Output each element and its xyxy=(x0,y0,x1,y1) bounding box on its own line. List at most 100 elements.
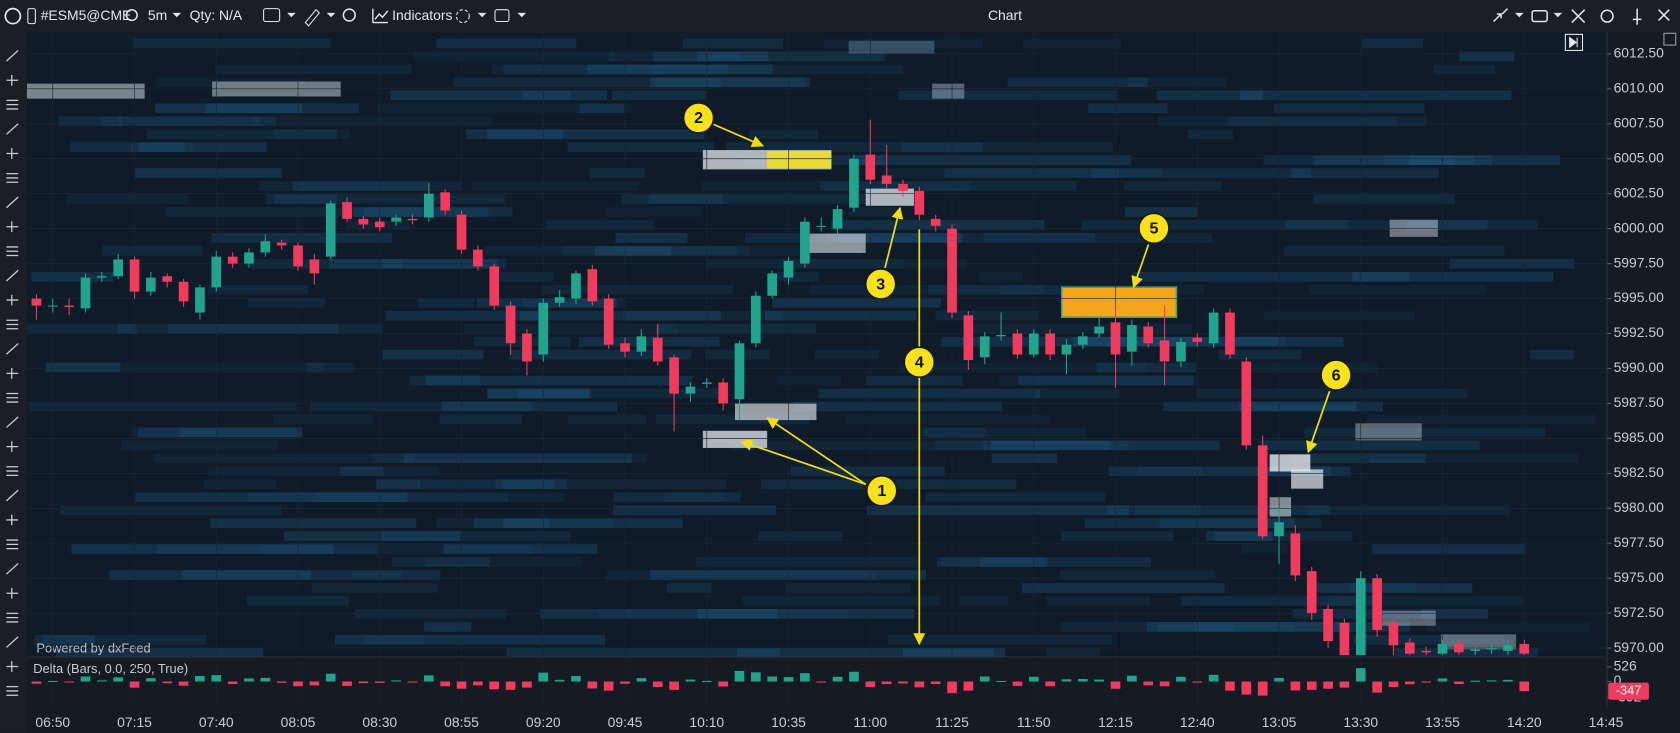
dropdown[interactable] xyxy=(517,12,527,18)
tool-icon[interactable] xyxy=(6,319,19,330)
delta-bar xyxy=(293,681,303,687)
candle-body xyxy=(325,203,336,257)
tool-icon[interactable] xyxy=(5,123,19,135)
liquidity-band xyxy=(380,531,571,541)
tool-icon[interactable] xyxy=(6,587,19,599)
liquidity-band xyxy=(845,414,1050,425)
tool-icon[interactable] xyxy=(6,539,19,550)
tool-icon[interactable] xyxy=(6,148,19,159)
tool-icon[interactable] xyxy=(5,489,19,502)
liquidity-band xyxy=(339,466,384,477)
search-icon[interactable] xyxy=(125,8,138,22)
interval[interactable]: 5m xyxy=(148,7,167,23)
tool-icon[interactable] xyxy=(6,661,19,672)
zoom-icon[interactable] xyxy=(342,8,356,22)
window-controls xyxy=(1493,8,1670,25)
expand-icon[interactable] xyxy=(1571,9,1586,24)
liquidity-band xyxy=(925,492,1106,503)
collapse-icon[interactable] xyxy=(1493,8,1509,23)
liquidity-highlight xyxy=(803,233,866,253)
liquidity-band xyxy=(424,557,583,567)
tool-icon[interactable] xyxy=(6,466,19,476)
tool-icon[interactable] xyxy=(5,49,19,62)
layout-icon[interactable] xyxy=(494,9,510,23)
candle-body xyxy=(1045,333,1055,355)
logo[interactable] xyxy=(4,7,22,25)
dropdown[interactable] xyxy=(287,12,296,18)
candle-body xyxy=(1257,445,1268,537)
symbol[interactable]: #ESM5@CME xyxy=(41,7,132,23)
tool-icon[interactable] xyxy=(6,685,19,696)
crosshair-icon[interactable] xyxy=(455,9,470,24)
delta-bar xyxy=(1241,681,1252,695)
scroll-to-end-icon xyxy=(1569,36,1578,49)
liquidity-band xyxy=(207,284,309,295)
dropdown[interactable] xyxy=(477,12,487,18)
x-tick-label: 07:15 xyxy=(117,714,152,730)
tool-icon[interactable] xyxy=(5,416,19,429)
liquidity-band xyxy=(382,349,484,360)
f-box[interactable] xyxy=(1663,32,1677,46)
candle-body xyxy=(1421,650,1431,653)
device-icon[interactable] xyxy=(27,8,36,25)
tool-icon[interactable] xyxy=(6,74,19,86)
scroll-to-end[interactable] xyxy=(1564,33,1584,51)
liquidity-band xyxy=(848,207,899,217)
settings-icon[interactable] xyxy=(1600,9,1614,23)
delta-bar xyxy=(358,681,369,684)
close-icon[interactable] xyxy=(1658,9,1670,21)
tool-icon[interactable] xyxy=(6,99,19,110)
tool-icon[interactable] xyxy=(5,196,19,209)
delta-bar xyxy=(914,681,925,688)
tool-icon[interactable] xyxy=(6,221,19,233)
liquidity-band xyxy=(1530,349,1575,360)
delta-bar xyxy=(1159,681,1170,687)
liquidity-band xyxy=(1096,362,1197,373)
liquidity-band xyxy=(372,453,648,464)
liquidity-band xyxy=(1420,609,1488,619)
draw-icon[interactable] xyxy=(304,8,321,27)
window-title: Chart xyxy=(988,7,1022,23)
liquidity-band xyxy=(726,142,983,152)
x-tick-label: 13:55 xyxy=(1425,714,1460,730)
dropdown[interactable] xyxy=(326,12,336,18)
tool-icon[interactable] xyxy=(6,172,19,183)
callout-label: 4 xyxy=(915,354,924,372)
tool-icon[interactable] xyxy=(5,562,19,575)
liquidity-band xyxy=(165,207,421,217)
arrow xyxy=(740,439,866,486)
indicators-button[interactable]: Indicators xyxy=(392,7,452,23)
tool-icon[interactable] xyxy=(6,441,19,452)
tool-icon[interactable] xyxy=(5,343,19,355)
y-tick-label: 5987.50 xyxy=(1614,394,1665,410)
chart-type-icon[interactable] xyxy=(263,8,281,23)
liquidity-band xyxy=(179,427,303,438)
indicators-icon[interactable] xyxy=(372,8,389,24)
liquidity-band xyxy=(441,401,618,412)
liquidity-band xyxy=(414,51,616,62)
dropdown[interactable] xyxy=(172,12,182,18)
camera-icon[interactable] xyxy=(1531,10,1548,23)
tool-icon[interactable] xyxy=(6,514,19,526)
tool-icon[interactable] xyxy=(6,246,19,257)
plot-area xyxy=(26,32,1608,657)
quantity[interactable]: Qty: N/A xyxy=(190,7,243,23)
liquidity-band xyxy=(587,64,773,75)
dropdown[interactable] xyxy=(1553,12,1563,18)
candle-body xyxy=(1519,643,1530,654)
candle-body xyxy=(227,256,238,264)
liquidity-band xyxy=(1239,401,1357,412)
delta-bar xyxy=(374,681,385,683)
tool-icon[interactable] xyxy=(6,612,19,623)
delta-bar xyxy=(1372,681,1382,693)
liquidity-band xyxy=(776,375,842,386)
liquidity-band xyxy=(1132,272,1410,282)
pin-icon[interactable] xyxy=(1632,8,1642,25)
tool-icon[interactable] xyxy=(5,269,19,282)
dropdown[interactable] xyxy=(1515,12,1524,18)
tool-icon[interactable] xyxy=(6,392,19,403)
tool-icon[interactable] xyxy=(5,636,19,648)
tool-icon[interactable] xyxy=(6,367,19,379)
tool-icon[interactable] xyxy=(6,294,19,306)
liquidity-band xyxy=(154,103,302,114)
